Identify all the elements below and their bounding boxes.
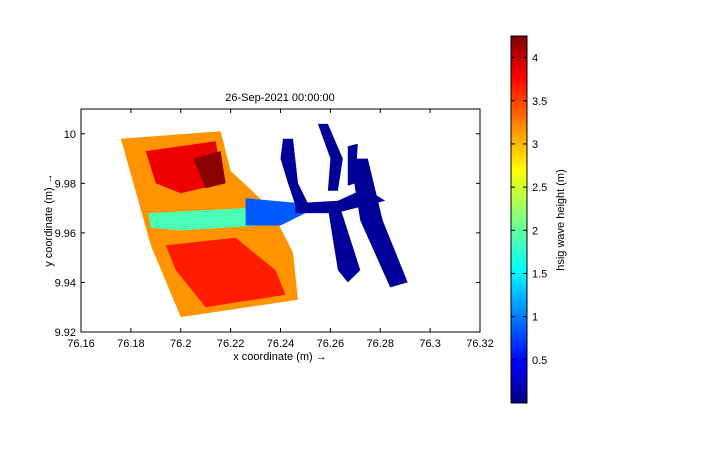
wave-region-3 — [165, 237, 286, 308]
colorbar-tick-label: 1 — [532, 312, 538, 324]
colorbar-tick-label: 1.5 — [532, 268, 547, 280]
colorbar-tick-label: 2.5 — [532, 182, 547, 194]
x-axis-label: x coordinate (m) → — [233, 351, 327, 363]
wave-region-11 — [350, 158, 408, 288]
y-tick-label: 9.92 — [55, 327, 76, 339]
colorbar-tick-label: 2 — [532, 225, 538, 237]
colorbar-tick-label: 3 — [532, 139, 538, 151]
wave-field — [120, 123, 408, 318]
x-tick-label: 76.32 — [466, 338, 494, 350]
wave-region-5 — [245, 198, 306, 226]
wave-region-2 — [193, 151, 226, 189]
x-tick-label: 76.16 — [67, 338, 95, 350]
x-tick-label: 76.18 — [117, 338, 145, 350]
x-tick-label: 76.28 — [366, 338, 394, 350]
x-tick-label: 76.24 — [267, 338, 295, 350]
wave-region-8 — [317, 123, 343, 191]
chart-title: 26-Sep-2021 00:00:00 — [225, 92, 334, 104]
colorbar-tick-label: 0.5 — [532, 355, 547, 367]
wave-region-10 — [327, 208, 361, 283]
x-tick-label: 76.26 — [317, 338, 345, 350]
colorbar — [510, 35, 528, 404]
y-tick-label: 9.98 — [55, 178, 76, 190]
y-tick-label: 9.96 — [55, 228, 76, 240]
x-axis: 76.16 76.18 76.2 76.22 76.24 76.26 76.28 76.3 76… — [67, 109, 494, 350]
x-tick-label: 76.2 — [170, 338, 191, 350]
y-tick-label: 10 — [64, 129, 76, 141]
colorbar-tick-label: 3.5 — [532, 96, 547, 108]
colorbar-ticks: 0.5 1 1.5 2 2.5 3 3.5 4 — [511, 53, 547, 367]
y-axis: 9.92 9.94 9.96 9.98 10 — [55, 129, 480, 339]
colorbar-label: hsig wave height (m) — [555, 169, 567, 271]
x-tick-label: 76.22 — [217, 338, 245, 350]
wave-region-7 — [280, 138, 308, 206]
y-tick-label: 9.94 — [55, 277, 76, 289]
x-tick-label: 76.3 — [419, 338, 440, 350]
colorbar-tick-label: 4 — [532, 53, 538, 65]
wave-region-4 — [148, 208, 261, 231]
y-axis-label: y coordinate (m) → — [43, 173, 55, 267]
